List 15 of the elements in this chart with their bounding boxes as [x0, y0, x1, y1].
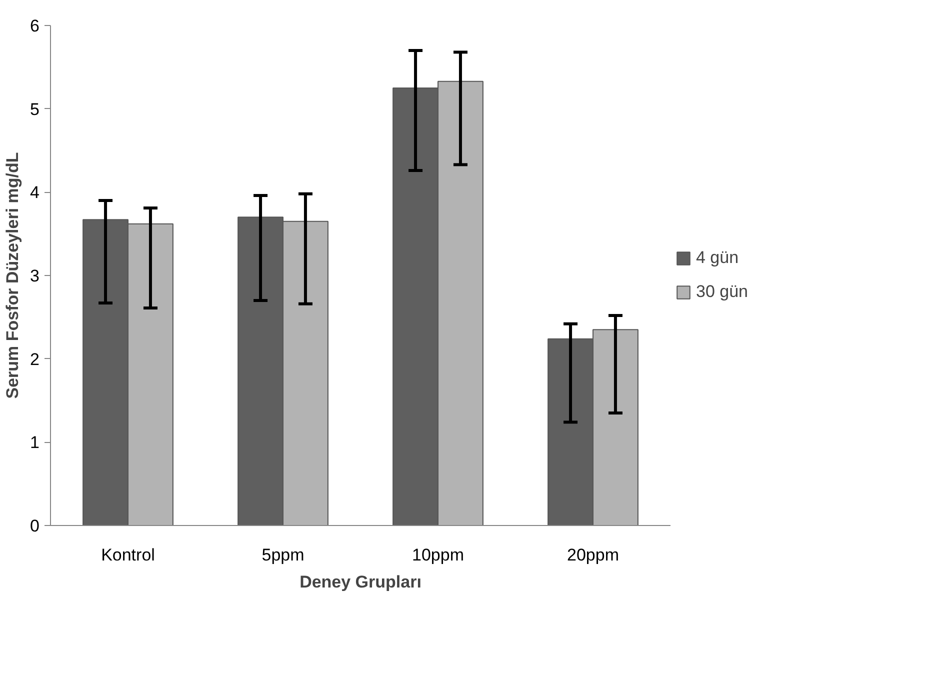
legend-label: 4 gün	[696, 248, 739, 268]
y-tick-label: 6	[30, 16, 40, 36]
legend-label: 30 gün	[696, 282, 748, 302]
x-tick-label: 20ppm	[567, 546, 619, 564]
y-tick-label: 4	[30, 183, 40, 202]
y-tick-label: 5	[30, 100, 40, 119]
x-axis-title: Deney Grupları	[300, 572, 422, 592]
y-tick-label: 1	[30, 433, 40, 452]
y-tick-label: 3	[30, 266, 40, 286]
x-tick-label: 10ppm	[412, 546, 464, 564]
x-tick-label: 5ppm	[262, 546, 304, 564]
y-tick-label: 0	[30, 516, 40, 536]
y-axis-title: Serum Fosfor Düzeyleri mg/dL	[3, 152, 22, 399]
y-tick-label: 2	[30, 350, 40, 369]
x-tick-label: Kontrol	[101, 546, 155, 564]
